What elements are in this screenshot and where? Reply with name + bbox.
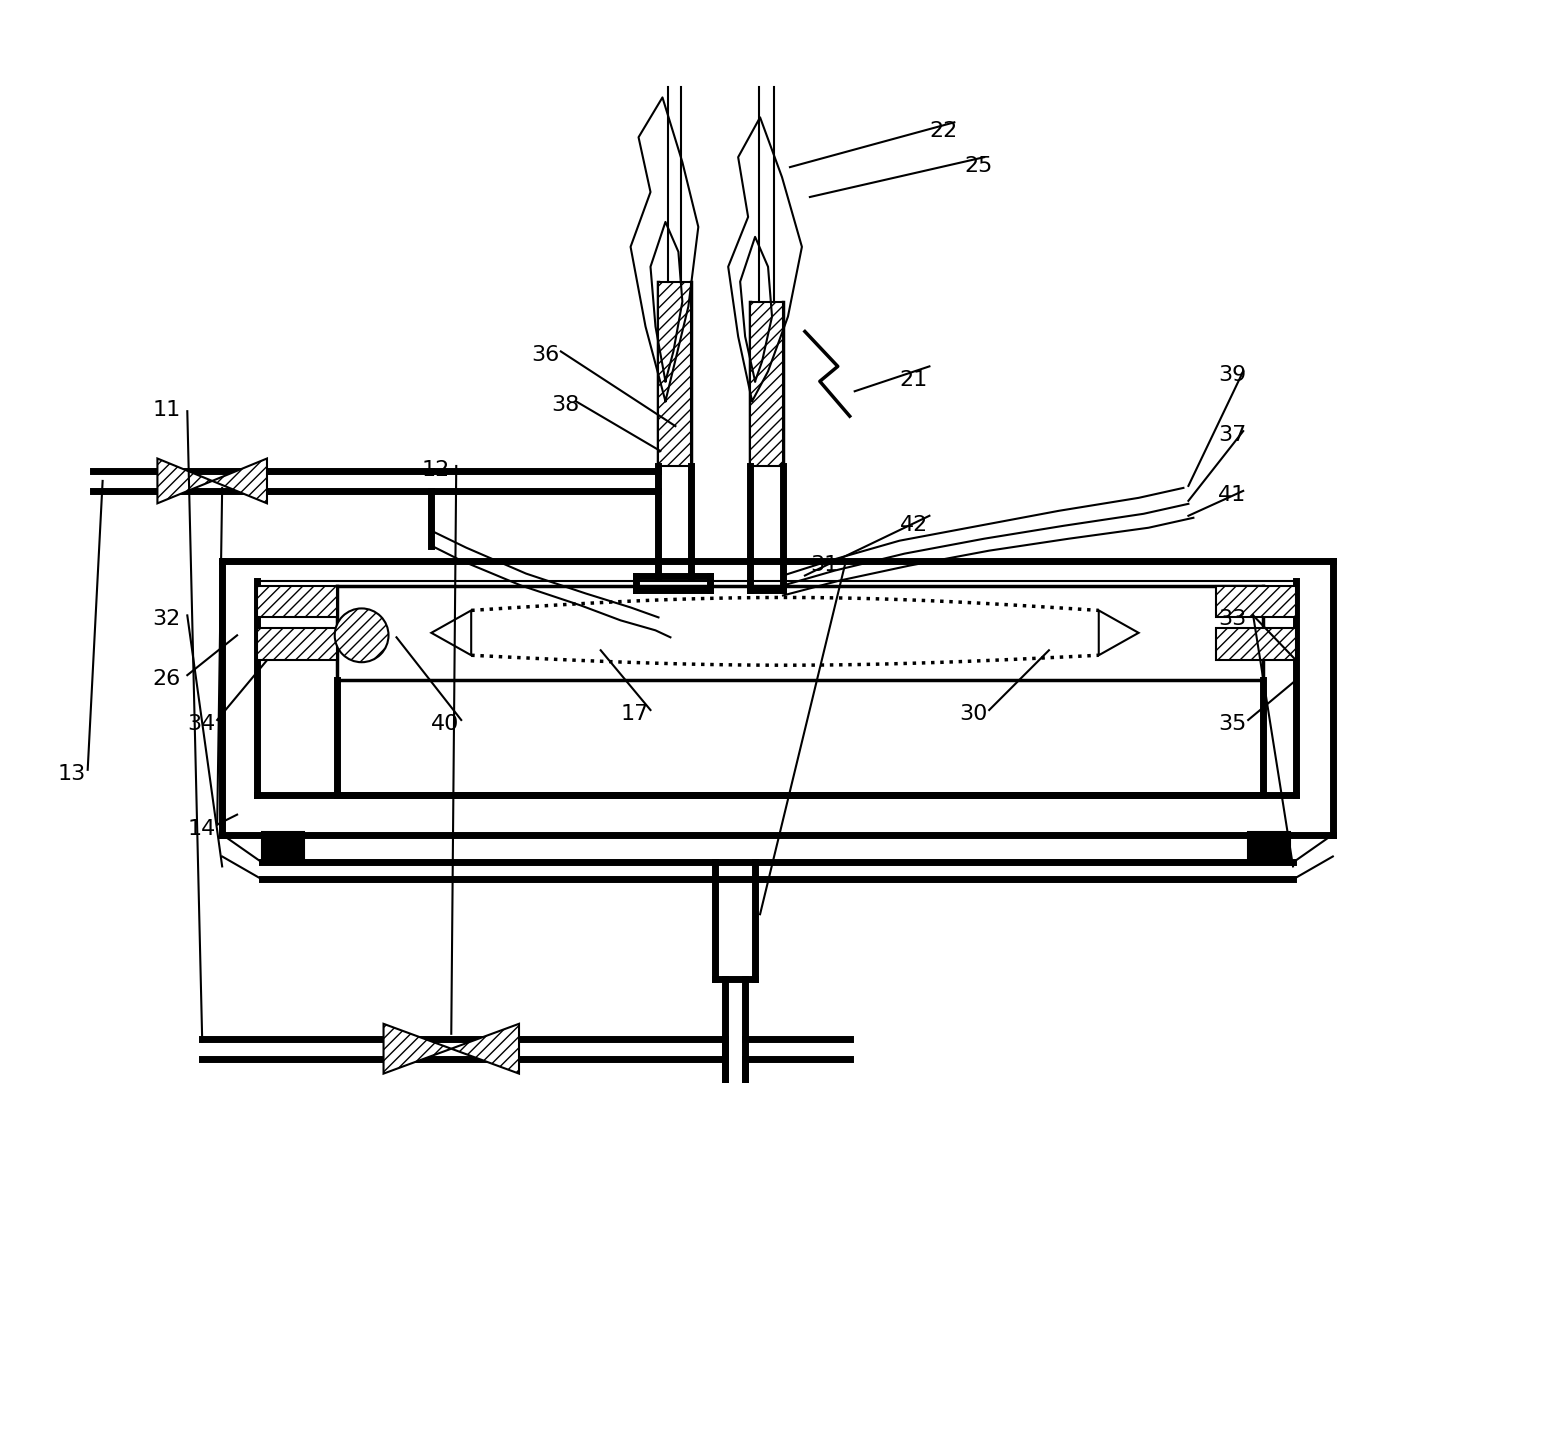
Polygon shape	[212, 459, 266, 504]
Text: 26: 26	[153, 669, 181, 689]
Text: 31: 31	[810, 554, 838, 574]
Text: 34: 34	[187, 715, 215, 733]
Bar	[257, 585, 336, 617]
Circle shape	[335, 608, 389, 662]
Text: 22: 22	[930, 121, 958, 141]
Text: 35: 35	[1218, 715, 1247, 733]
Polygon shape	[1099, 610, 1138, 656]
Bar	[262, 831, 304, 860]
Text: 21: 21	[900, 370, 928, 390]
Text: 14: 14	[187, 818, 215, 838]
Text: 17: 17	[621, 705, 649, 725]
Text: 41: 41	[1218, 485, 1247, 505]
Text: 25: 25	[964, 156, 993, 177]
Bar	[1216, 629, 1295, 660]
Text: 37: 37	[1218, 425, 1247, 445]
Text: 33: 33	[1218, 610, 1247, 630]
Text: 36: 36	[531, 346, 559, 366]
Text: 39: 39	[1218, 366, 1247, 386]
Bar	[1216, 585, 1295, 617]
Polygon shape	[157, 459, 212, 504]
Polygon shape	[431, 610, 472, 656]
Text: 42: 42	[900, 515, 928, 535]
Bar	[257, 629, 336, 660]
Text: 12: 12	[422, 461, 450, 479]
Bar	[750, 301, 783, 466]
Bar	[1249, 831, 1291, 860]
Text: 38: 38	[551, 395, 579, 415]
Bar	[659, 281, 691, 466]
Polygon shape	[383, 1023, 452, 1073]
Polygon shape	[452, 1023, 518, 1073]
Text: 30: 30	[959, 705, 987, 725]
Text: 13: 13	[58, 763, 86, 784]
Text: 11: 11	[153, 400, 181, 420]
Text: 32: 32	[153, 610, 181, 630]
Text: 40: 40	[431, 715, 459, 733]
